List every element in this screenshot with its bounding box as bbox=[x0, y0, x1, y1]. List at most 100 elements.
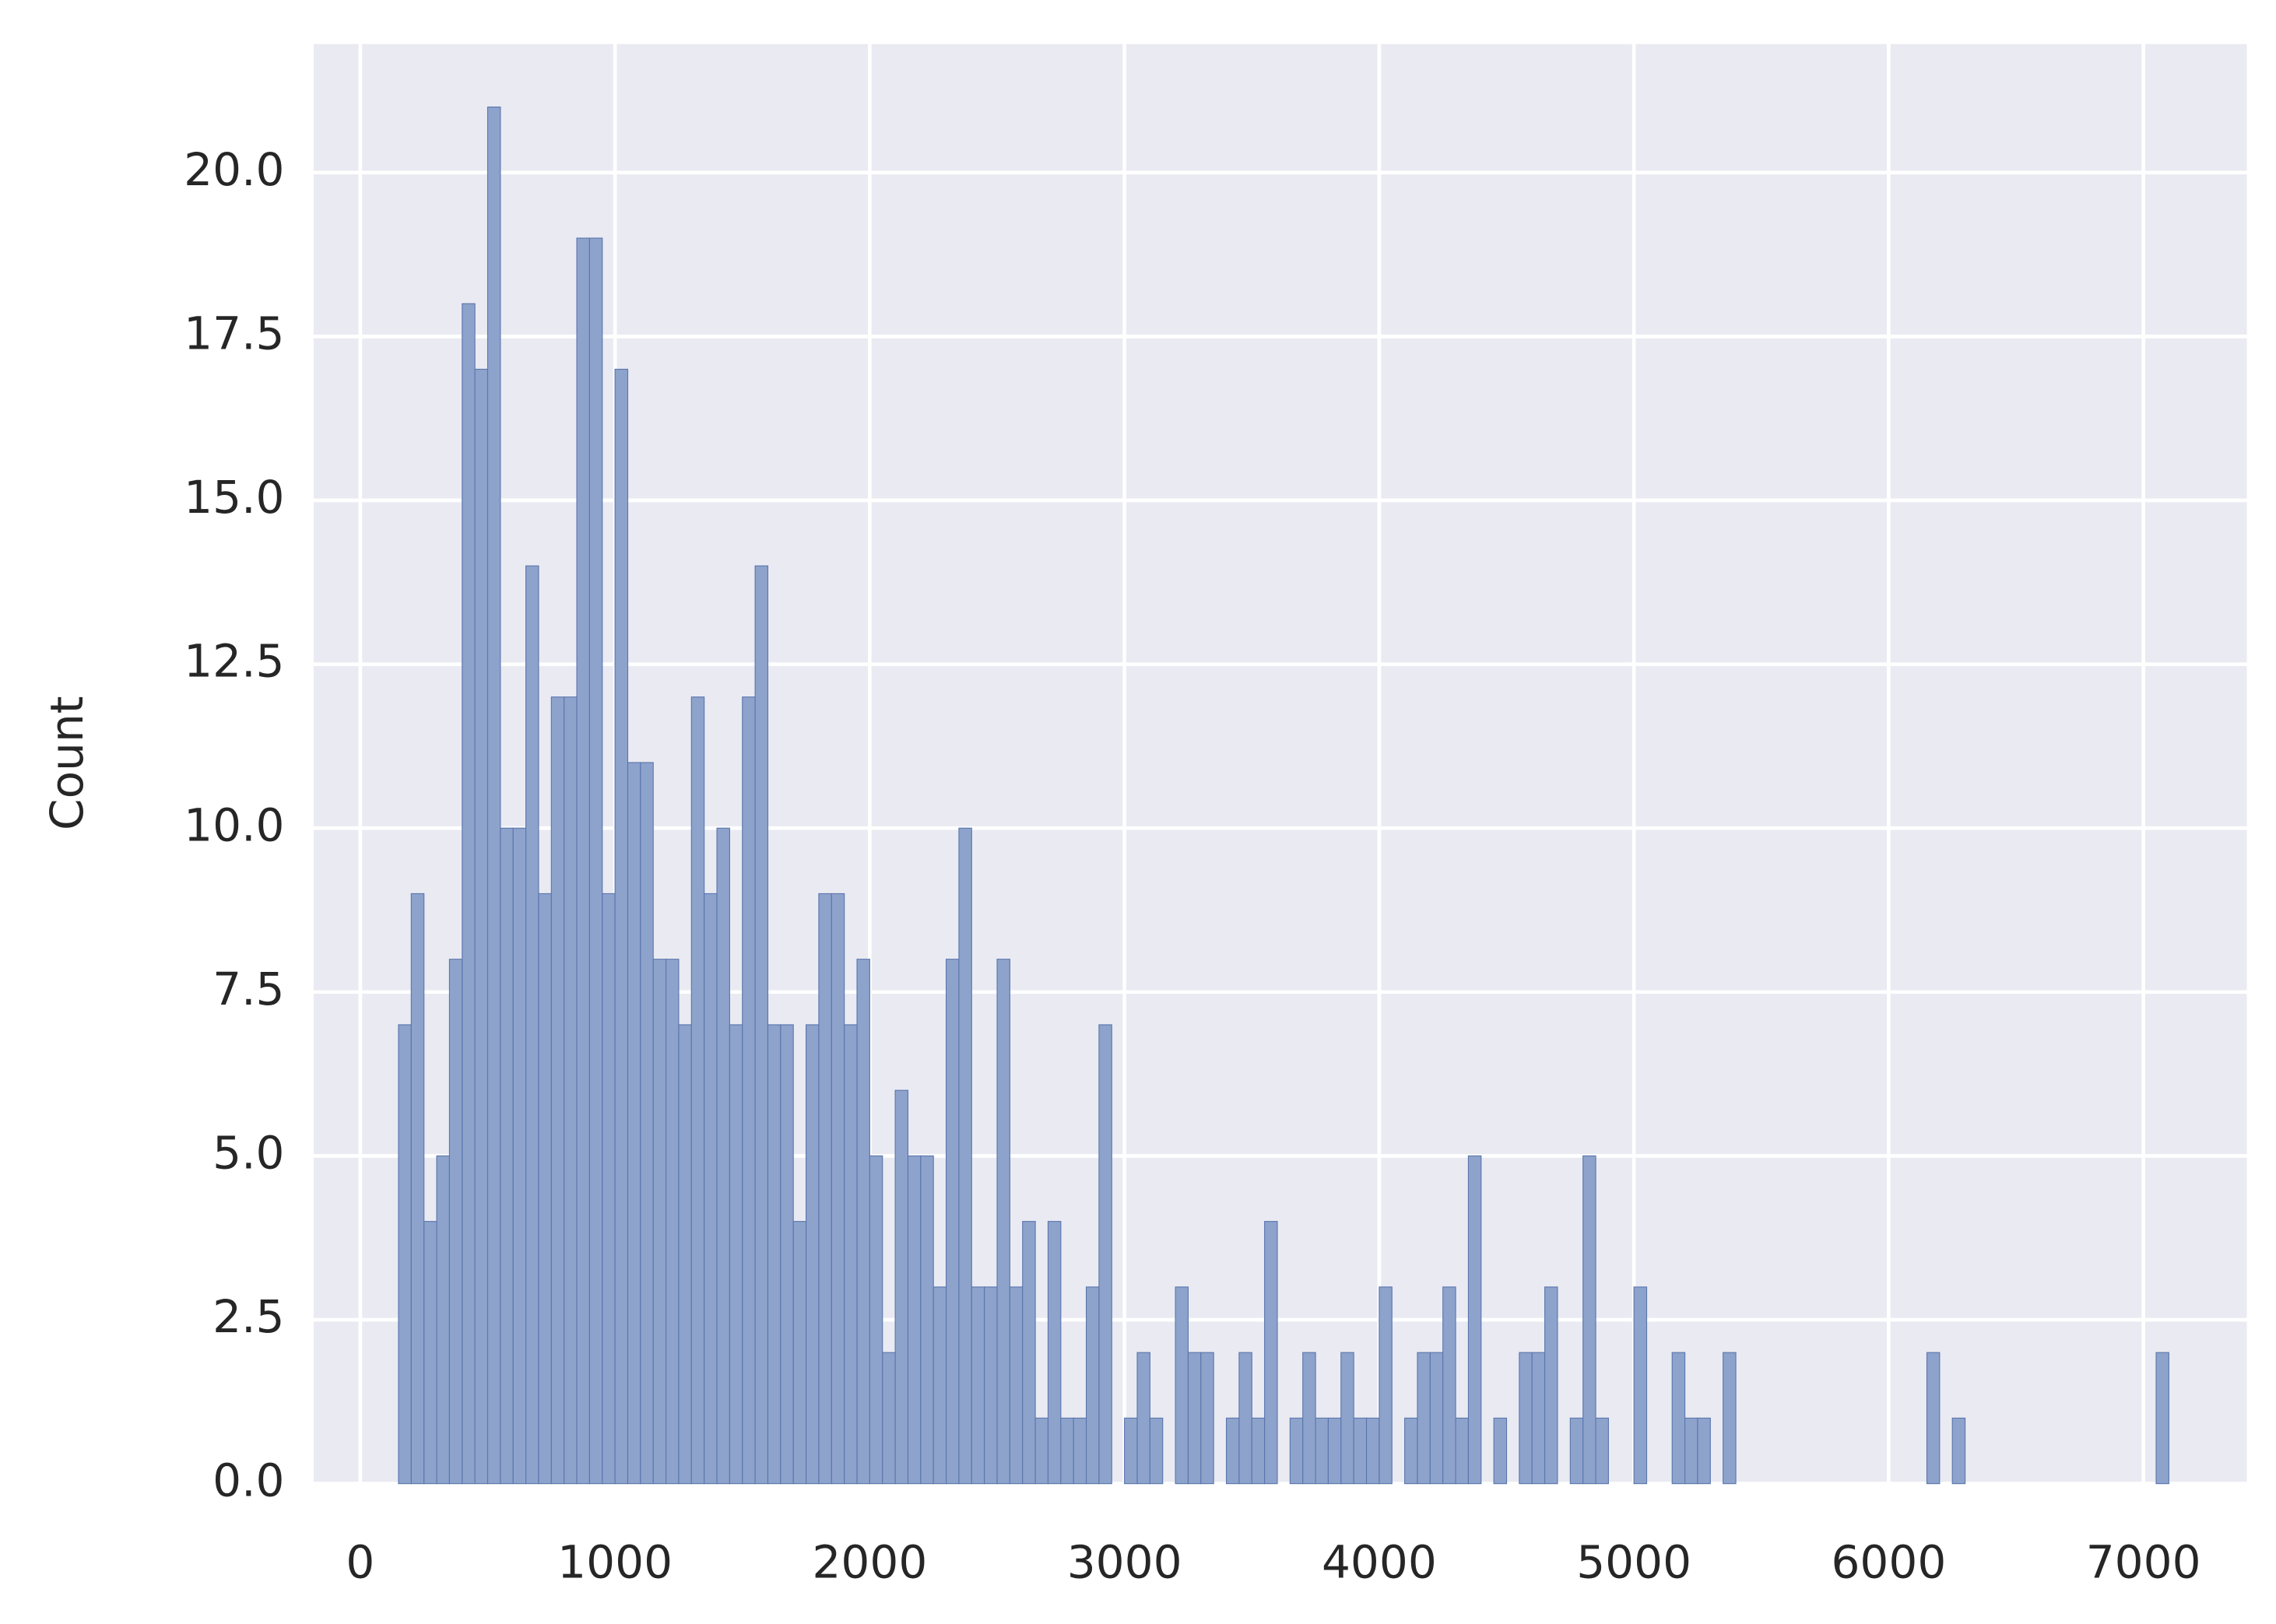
bar bbox=[742, 696, 756, 1485]
bar bbox=[716, 827, 730, 1485]
bar bbox=[1595, 1417, 1609, 1485]
bar bbox=[678, 1024, 692, 1485]
y-tick-label: 20.0 bbox=[184, 143, 284, 196]
bar bbox=[1022, 1221, 1036, 1485]
y-tick-label: 7.5 bbox=[212, 963, 284, 1015]
bar bbox=[792, 1221, 807, 1485]
bar bbox=[1073, 1417, 1087, 1485]
bar bbox=[500, 827, 514, 1485]
bar bbox=[1047, 1221, 1062, 1485]
y-tick-label: 12.5 bbox=[184, 635, 284, 688]
bar bbox=[1060, 1417, 1074, 1485]
bar bbox=[869, 1155, 883, 1485]
bar bbox=[1926, 1352, 1941, 1485]
bar bbox=[1684, 1417, 1698, 1485]
bar bbox=[486, 106, 501, 1485]
bar bbox=[1429, 1352, 1444, 1485]
bar bbox=[1175, 1286, 1189, 1485]
bar bbox=[564, 696, 578, 1485]
bar bbox=[996, 959, 1010, 1485]
bar bbox=[907, 1155, 922, 1485]
bar bbox=[1519, 1352, 1533, 1485]
bar bbox=[1136, 1352, 1150, 1485]
x-tick-label: 3000 bbox=[1067, 1536, 1182, 1589]
bar bbox=[666, 959, 680, 1485]
bar bbox=[1417, 1352, 1431, 1485]
bar bbox=[1034, 1417, 1049, 1485]
y-tick-label: 0.0 bbox=[212, 1454, 284, 1507]
bar bbox=[1264, 1221, 1278, 1485]
bar bbox=[538, 893, 552, 1485]
bar bbox=[894, 1089, 909, 1485]
bar bbox=[1340, 1352, 1354, 1485]
x-tick-label: 5000 bbox=[1576, 1536, 1691, 1589]
bar bbox=[1365, 1417, 1380, 1485]
bar bbox=[512, 827, 527, 1485]
bar bbox=[1633, 1286, 1648, 1485]
x-tick-label: 0 bbox=[346, 1536, 374, 1589]
bar bbox=[627, 762, 641, 1485]
bar bbox=[462, 303, 476, 1485]
bar bbox=[704, 893, 718, 1485]
bar bbox=[920, 1155, 934, 1485]
bar bbox=[1467, 1155, 1482, 1485]
bar bbox=[423, 1221, 437, 1485]
bar bbox=[1493, 1417, 1508, 1485]
bar bbox=[882, 1352, 896, 1485]
bar bbox=[1455, 1417, 1469, 1485]
bar bbox=[640, 762, 654, 1485]
bar bbox=[767, 1024, 781, 1485]
bar bbox=[754, 565, 769, 1485]
y-tick-label: 15.0 bbox=[184, 471, 284, 524]
x-tick-label: 2000 bbox=[812, 1536, 927, 1589]
bar bbox=[806, 1024, 820, 1485]
bar bbox=[958, 827, 972, 1485]
bar bbox=[831, 893, 845, 1485]
bar bbox=[1951, 1417, 1966, 1485]
bar bbox=[690, 696, 705, 1485]
bar bbox=[1723, 1352, 1737, 1485]
bar bbox=[1315, 1417, 1329, 1485]
bar bbox=[398, 1024, 412, 1485]
bar bbox=[1582, 1155, 1596, 1485]
x-tick-label: 1000 bbox=[557, 1536, 673, 1589]
bar bbox=[2155, 1352, 2169, 1485]
y-tick-label: 10.0 bbox=[184, 798, 284, 851]
bar bbox=[1251, 1417, 1266, 1485]
bar bbox=[550, 696, 565, 1485]
bar bbox=[1200, 1352, 1214, 1485]
bar bbox=[410, 893, 425, 1485]
bar bbox=[1187, 1352, 1202, 1485]
bar bbox=[1544, 1286, 1558, 1485]
bar bbox=[525, 565, 539, 1485]
bar bbox=[1124, 1417, 1138, 1485]
bar bbox=[474, 368, 489, 1485]
x-tick-label: 6000 bbox=[1831, 1536, 1946, 1589]
bar bbox=[818, 893, 832, 1485]
bar bbox=[1098, 1024, 1112, 1485]
bar bbox=[1353, 1417, 1368, 1485]
bar bbox=[1289, 1417, 1304, 1485]
bar bbox=[1379, 1286, 1393, 1485]
bar bbox=[971, 1286, 985, 1485]
bar bbox=[1302, 1352, 1316, 1485]
bar bbox=[984, 1286, 998, 1485]
y-tick-label: 2.5 bbox=[212, 1290, 284, 1343]
bar bbox=[448, 959, 463, 1485]
bar bbox=[856, 959, 870, 1485]
bar bbox=[729, 1024, 743, 1485]
bar bbox=[1569, 1417, 1584, 1485]
bar bbox=[1085, 1286, 1100, 1485]
bar bbox=[1225, 1417, 1240, 1485]
bar bbox=[1404, 1417, 1418, 1485]
bar bbox=[1697, 1417, 1711, 1485]
bar bbox=[652, 959, 667, 1485]
bar bbox=[1327, 1417, 1342, 1485]
bar bbox=[844, 1024, 858, 1485]
x-tick-label: 7000 bbox=[2086, 1536, 2201, 1589]
bar bbox=[1531, 1352, 1546, 1485]
x-tick-label: 4000 bbox=[1322, 1536, 1437, 1589]
bar bbox=[1238, 1352, 1252, 1485]
bar bbox=[436, 1155, 450, 1485]
